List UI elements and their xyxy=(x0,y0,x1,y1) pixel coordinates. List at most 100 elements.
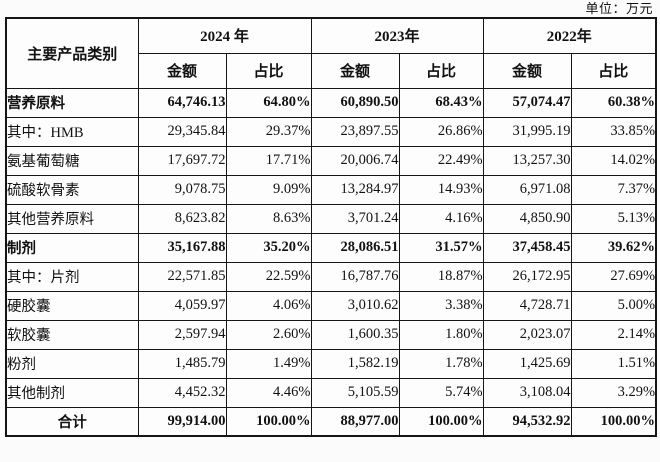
amount-2022-cell: 6,971.08 xyxy=(482,174,572,205)
ratio-2022-cell: 5.00% xyxy=(570,290,657,321)
ratio-2023-cell: 22.49% xyxy=(398,145,484,176)
row-label: 硫酸软骨素 xyxy=(5,174,139,205)
corner-header: 主要产品类别 xyxy=(5,17,139,89)
subheader-ratio-2023: 占比 xyxy=(398,52,484,89)
amount-2023-cell: 28,086.51 xyxy=(310,232,400,263)
amount-2024-cell: 4,059.97 xyxy=(137,290,227,321)
row-label: 制剂 xyxy=(5,232,139,263)
amount-2024-cell: 99,914.00 xyxy=(137,406,227,437)
ratio-2023-cell: 100.00% xyxy=(398,406,484,437)
table-header: 主要产品类别 2024 年 2023年 2022年 金额 占比 金额 占比 金额… xyxy=(5,17,657,89)
ratio-2023-cell: 68.43% xyxy=(398,87,484,118)
subheader-ratio-2022: 占比 xyxy=(570,52,657,89)
row-label: 其他营养原料 xyxy=(5,203,139,234)
table-row: 其他营养原料 8,623.82 8.63% 3,701.24 4.16% 4,8… xyxy=(5,203,657,234)
ratio-2024-cell: 64.80% xyxy=(225,87,312,118)
amount-2024-cell: 64,746.13 xyxy=(137,87,227,118)
ratio-2024-cell: 17.71% xyxy=(225,145,312,176)
amount-2023-cell: 23,897.55 xyxy=(310,116,400,147)
table-row: 硬胶囊 4,059.97 4.06% 3,010.62 3.38% 4,728.… xyxy=(5,290,657,321)
table-row: 营养原料 64,746.13 64.80% 60,890.50 68.43% 5… xyxy=(5,87,657,118)
row-label: 其中：HMB xyxy=(5,116,139,147)
year-header-2024: 2024 年 xyxy=(137,17,312,54)
table-row: 其他制剂 4,452.32 4.46% 5,105.59 5.74% 3,108… xyxy=(5,377,657,408)
ratio-2023-cell: 18.87% xyxy=(398,261,484,292)
ratio-2024-cell: 29.37% xyxy=(225,116,312,147)
ratio-2022-cell: 5.13% xyxy=(570,203,657,234)
ratio-2023-cell: 31.57% xyxy=(398,232,484,263)
amount-2022-cell: 37,458.45 xyxy=(482,232,572,263)
ratio-2022-cell: 60.38% xyxy=(570,87,657,118)
ratio-2024-cell: 4.46% xyxy=(225,377,312,408)
amount-2024-cell: 2,597.94 xyxy=(137,319,227,350)
product-category-table: 主要产品类别 2024 年 2023年 2022年 金额 占比 金额 占比 金额… xyxy=(5,17,658,437)
amount-2023-cell: 20,006.74 xyxy=(310,145,400,176)
table-row: 软胶囊 2,597.94 2.60% 1,600.35 1.80% 2,023.… xyxy=(5,319,657,350)
ratio-2023-cell: 3.38% xyxy=(398,290,484,321)
ratio-2024-cell: 22.59% xyxy=(225,261,312,292)
amount-2024-cell: 35,167.88 xyxy=(137,232,227,263)
ratio-2024-cell: 4.06% xyxy=(225,290,312,321)
amount-2022-cell: 57,074.47 xyxy=(482,87,572,118)
amount-2023-cell: 13,284.97 xyxy=(310,174,400,205)
amount-2024-cell: 8,623.82 xyxy=(137,203,227,234)
ratio-2023-cell: 1.80% xyxy=(398,319,484,350)
row-label: 氨基葡萄糖 xyxy=(5,145,139,176)
subheader-amount-2022: 金额 xyxy=(482,52,572,89)
table-body: 营养原料 64,746.13 64.80% 60,890.50 68.43% 5… xyxy=(5,87,657,437)
table-row: 硫酸软骨素 9,078.75 9.09% 13,284.97 14.93% 6,… xyxy=(5,174,657,205)
row-label: 合计 xyxy=(5,406,139,437)
amount-2022-cell: 4,728.71 xyxy=(482,290,572,321)
unit-label: 单位：万元 xyxy=(585,1,653,16)
ratio-2023-cell: 1.78% xyxy=(398,348,484,379)
amount-2022-cell: 26,172.95 xyxy=(482,261,572,292)
ratio-2022-cell: 39.62% xyxy=(570,232,657,263)
ratio-2022-cell: 27.69% xyxy=(570,261,657,292)
ratio-2023-cell: 14.93% xyxy=(398,174,484,205)
amount-2024-cell: 17,697.72 xyxy=(137,145,227,176)
ratio-2023-cell: 5.74% xyxy=(398,377,484,408)
amount-2024-cell: 9,078.75 xyxy=(137,174,227,205)
row-label: 粉剂 xyxy=(5,348,139,379)
ratio-2022-cell: 100.00% xyxy=(570,406,657,437)
table-row: 粉剂 1,485.79 1.49% 1,582.19 1.78% 1,425.6… xyxy=(5,348,657,379)
amount-2023-cell: 16,787.76 xyxy=(310,261,400,292)
amount-2022-cell: 13,257.30 xyxy=(482,145,572,176)
amount-2022-cell: 94,532.92 xyxy=(482,406,572,437)
amount-2024-cell: 29,345.84 xyxy=(137,116,227,147)
amount-2022-cell: 3,108.04 xyxy=(482,377,572,408)
ratio-2022-cell: 2.14% xyxy=(570,319,657,350)
year-header-2023: 2023年 xyxy=(310,17,484,54)
table-row: 其中：HMB 29,345.84 29.37% 23,897.55 26.86%… xyxy=(5,116,657,147)
subheader-ratio-2024: 占比 xyxy=(225,52,312,89)
ratio-2022-cell: 33.85% xyxy=(570,116,657,147)
amount-2022-cell: 2,023.07 xyxy=(482,319,572,350)
row-label: 营养原料 xyxy=(5,87,139,118)
ratio-2024-cell: 8.63% xyxy=(225,203,312,234)
amount-2023-cell: 3,010.62 xyxy=(310,290,400,321)
subheader-amount-2024: 金额 xyxy=(137,52,227,89)
ratio-2022-cell: 7.37% xyxy=(570,174,657,205)
amount-2022-cell: 31,995.19 xyxy=(482,116,572,147)
ratio-2022-cell: 3.29% xyxy=(570,377,657,408)
amount-2022-cell: 1,425.69 xyxy=(482,348,572,379)
amount-2023-cell: 1,600.35 xyxy=(310,319,400,350)
amount-2023-cell: 60,890.50 xyxy=(310,87,400,118)
table-row: 制剂 35,167.88 35.20% 28,086.51 31.57% 37,… xyxy=(5,232,657,263)
ratio-2024-cell: 9.09% xyxy=(225,174,312,205)
amount-2024-cell: 4,452.32 xyxy=(137,377,227,408)
year-header-2022: 2022年 xyxy=(482,17,657,54)
year-header-row: 主要产品类别 2024 年 2023年 2022年 xyxy=(5,17,657,89)
amount-2023-cell: 5,105.59 xyxy=(310,377,400,408)
subheader-row: 金额 占比 金额 占比 金额 占比 xyxy=(6,52,657,89)
row-label: 软胶囊 xyxy=(5,319,139,350)
amount-2022-cell: 4,850.90 xyxy=(482,203,572,234)
ratio-2024-cell: 100.00% xyxy=(225,406,312,437)
ratio-2023-cell: 26.86% xyxy=(398,116,484,147)
ratio-2024-cell: 1.49% xyxy=(225,348,312,379)
amount-2023-cell: 88,977.00 xyxy=(310,406,400,437)
amount-2024-cell: 1,485.79 xyxy=(137,348,227,379)
amount-2023-cell: 3,701.24 xyxy=(310,203,400,234)
table-row: 其中：片剂 22,571.85 22.59% 16,787.76 18.87% … xyxy=(5,261,657,292)
